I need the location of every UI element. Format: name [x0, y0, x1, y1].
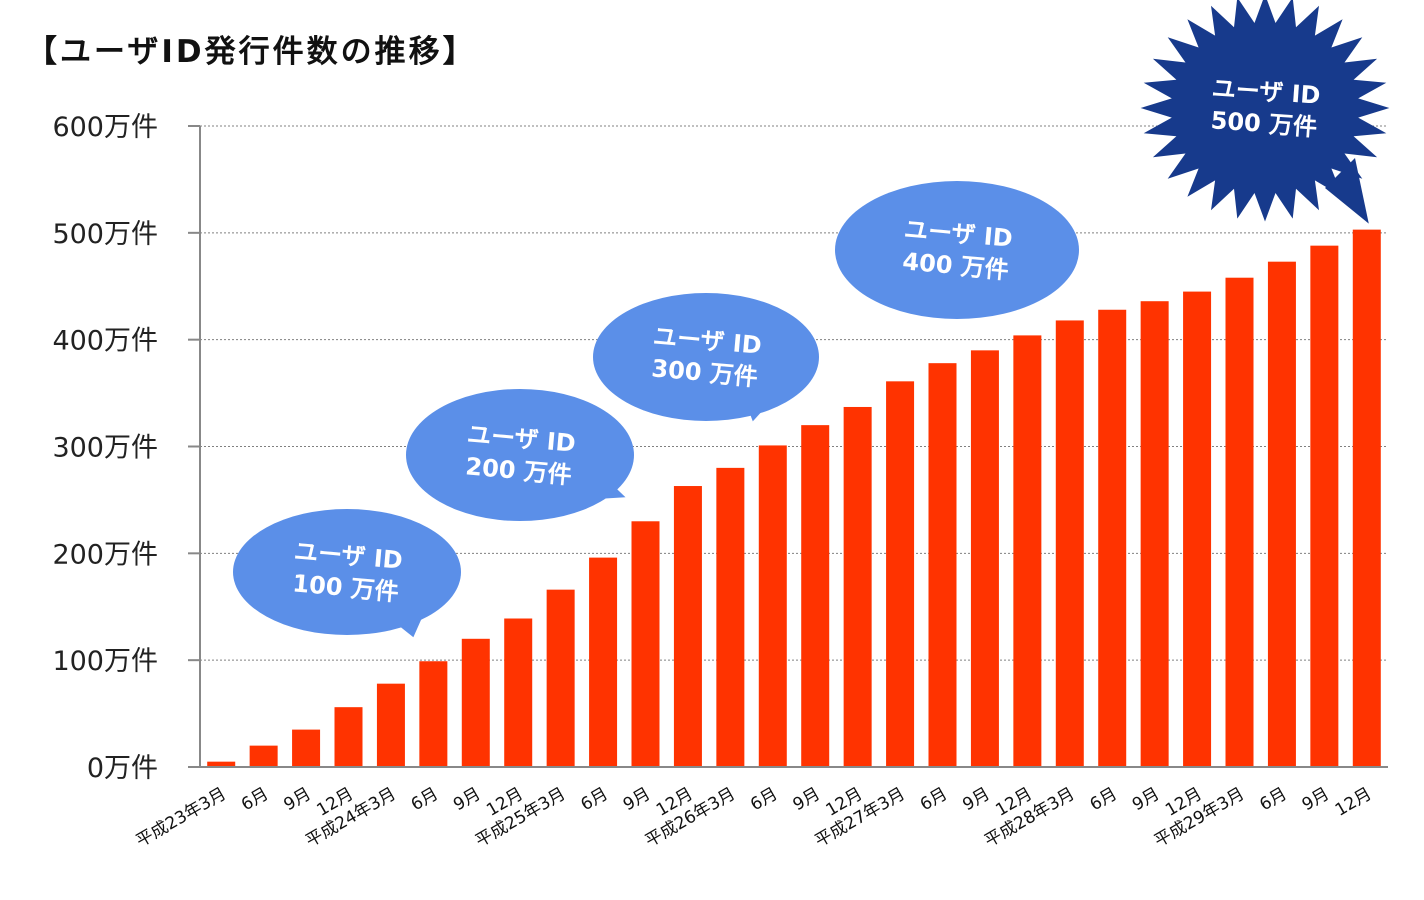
bar	[334, 707, 363, 767]
bar	[1310, 245, 1339, 768]
y-tick-label: 0万件	[87, 753, 158, 784]
x-tick-label: 6月	[408, 784, 442, 815]
bubble-body	[593, 293, 819, 421]
bar	[1013, 335, 1042, 767]
x-tick-label: 9月	[959, 784, 993, 815]
x-tick-label: 平成23年3月	[133, 784, 230, 852]
x-tick-label: 6月	[1256, 784, 1290, 815]
bar	[970, 350, 999, 767]
y-tick-label: 100万件	[52, 646, 158, 677]
x-tick-label: 9月	[1129, 784, 1163, 815]
bar	[589, 557, 618, 767]
bar	[801, 425, 830, 767]
bar	[1352, 229, 1381, 768]
y-tick-label: 200万件	[52, 539, 158, 570]
bubble-body	[835, 181, 1079, 319]
x-tick-label: 6月	[238, 784, 272, 815]
bar	[461, 638, 490, 767]
y-tick-label: 500万件	[52, 219, 158, 250]
x-tick-label: 9月	[280, 784, 314, 815]
bar	[504, 618, 533, 767]
x-tick-label: 12月	[1332, 784, 1375, 821]
starburst-pointer	[1325, 158, 1369, 224]
bar	[546, 589, 575, 767]
x-tick-label: 9月	[620, 784, 654, 815]
y-tick-label: 300万件	[52, 433, 158, 464]
bar	[1140, 301, 1169, 767]
bar	[249, 745, 278, 767]
bar	[376, 683, 405, 767]
bar	[292, 729, 321, 767]
starburst-shape	[1140, 0, 1390, 222]
bar	[928, 363, 957, 767]
bar	[1267, 261, 1296, 767]
bubble-body	[406, 389, 634, 521]
bar	[1055, 320, 1084, 767]
bar	[1098, 309, 1127, 767]
x-tick-label: 6月	[1087, 784, 1121, 815]
bar	[207, 761, 236, 767]
y-tick-label: 400万件	[52, 326, 158, 357]
bubble-body	[233, 509, 461, 635]
x-tick-label: 9月	[790, 784, 824, 815]
x-tick-label: 9月	[1299, 784, 1333, 815]
x-tick-label: 9月	[450, 784, 484, 815]
bar	[673, 486, 702, 767]
y-axis-ticks: 0万件 100万件 200万件 300万件 400万件 500万件 600万件	[52, 112, 200, 784]
x-tick-label: 6月	[917, 784, 951, 815]
bar	[1183, 291, 1212, 767]
bar	[419, 661, 448, 767]
bar	[631, 521, 660, 767]
bar	[886, 381, 915, 767]
chart-title: 【ユーザID発行件数の推移】	[26, 34, 477, 70]
bar	[843, 406, 872, 767]
x-tick-label: 6月	[577, 784, 611, 815]
bar	[1225, 277, 1254, 767]
x-tick-label: 6月	[747, 784, 781, 815]
y-tick-label: 600万件	[52, 112, 158, 143]
bar	[716, 467, 745, 767]
bars	[207, 229, 1381, 768]
bar	[758, 445, 787, 767]
